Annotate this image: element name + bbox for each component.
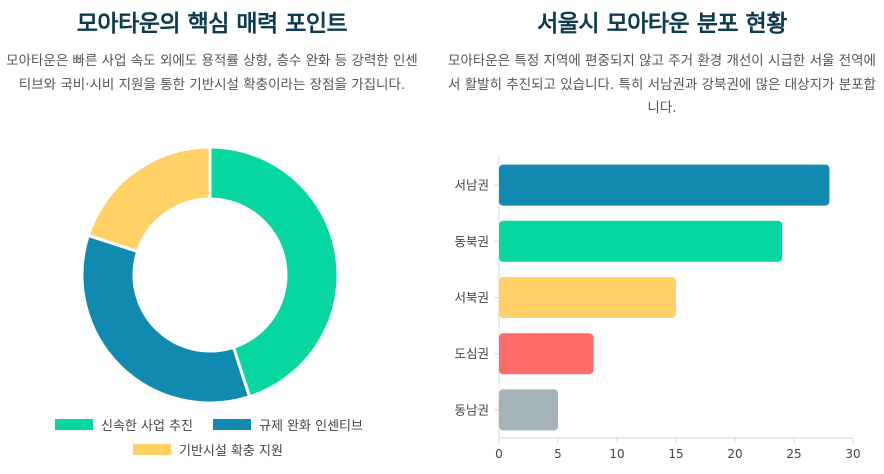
y-tick-label: 동남권 — [454, 402, 489, 417]
legend-item[interactable]: 신속한 사업 추진 — [55, 415, 193, 434]
left-panel-description: 모아타운은 빠른 사업 속도 외에도 용적률 상향, 층수 완화 등 강력한 인… — [6, 53, 418, 93]
doughnut-chart — [80, 145, 340, 405]
legend-item[interactable]: 규제 완화 인센티브 — [213, 415, 363, 434]
right-panel-title: 서울시 모아타운 분포 현황 — [537, 11, 787, 37]
y-tick-label: 도심권 — [454, 346, 489, 361]
x-tick-label: 30 — [845, 447, 860, 461]
legend-swatch — [213, 419, 251, 430]
bar-4 — [499, 333, 594, 375]
bar-5 — [499, 389, 558, 431]
doughnut-slice-2 — [80, 233, 252, 405]
x-tick-label: 15 — [668, 447, 683, 461]
legend-swatch — [133, 444, 171, 455]
y-tick-label: 서북권 — [454, 290, 489, 305]
x-tick-label: 20 — [727, 447, 742, 461]
legend-swatch — [55, 419, 93, 430]
bar-1 — [499, 164, 830, 206]
legend-label: 기반시설 확충 지원 — [179, 444, 283, 459]
x-tick-label: 25 — [786, 447, 801, 461]
right-panel-description: 모아타운은 특정 지역에 편중되지 않고 주거 환경 개선이 시급한 서울 전역… — [448, 53, 876, 116]
y-tick-label: 서남권 — [454, 178, 489, 193]
doughnut-slice-1 — [208, 145, 340, 399]
legend-label: 규제 완화 인센티브 — [259, 419, 363, 434]
x-tick-label: 10 — [609, 447, 624, 461]
legend-label: 신속한 사업 추진 — [101, 419, 193, 434]
x-tick-label: 5 — [554, 447, 562, 461]
bar-2 — [499, 220, 783, 262]
left-panel-title: 모아타운의 핵심 매력 포인트 — [76, 11, 348, 37]
y-tick-label: 동북권 — [454, 234, 489, 249]
legend-item[interactable]: 기반시설 확충 지원 — [133, 440, 283, 459]
x-tick-label: 0 — [495, 447, 503, 461]
bar-3 — [499, 277, 676, 318]
doughnut-slice-3 — [86, 145, 212, 254]
